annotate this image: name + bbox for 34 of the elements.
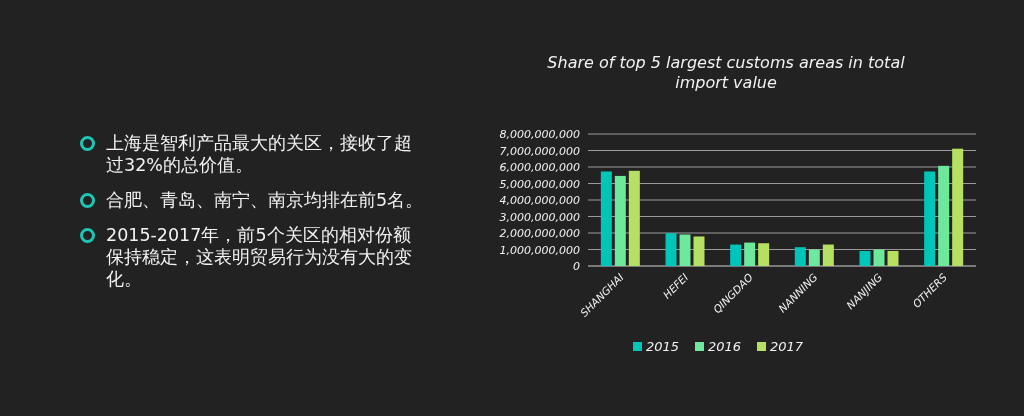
bar: [600, 171, 612, 266]
text: 上海是智利产品最大的关区，接收了超过32%的总价值。: [106, 133, 412, 175]
y-tick-label: 0: [573, 260, 580, 273]
bar: [859, 250, 871, 266]
y-tick-label: 2,000,000,000: [499, 227, 580, 240]
text: 2015-2017年，前5个关区的相对份额保持稳定，这表明贸易行为没有大的变化。: [106, 225, 412, 289]
y-tick-label: 5,000,000,000: [499, 177, 580, 191]
bar: [808, 249, 820, 266]
bar: [679, 234, 691, 266]
y-tick-label: 7,000,000,000: [499, 144, 580, 158]
bar: [665, 233, 677, 266]
legend-label: 2016: [708, 339, 742, 354]
y-tick-label: 4,000,000,000: [499, 194, 580, 207]
y-tick-label: 3,000,000,000: [499, 210, 580, 224]
bar: [794, 247, 806, 266]
bar: [730, 244, 742, 266]
bar: [822, 244, 834, 266]
bar: [924, 171, 936, 266]
legend-label: 2015: [646, 339, 680, 354]
legend-label: 2017: [770, 339, 804, 354]
y-tick-label: 1,000,000,000: [499, 243, 580, 257]
chart-title: Share of top 5 largest customs areas in total import value: [547, 53, 906, 92]
bar: [758, 243, 770, 266]
y-tick-label: 8,000,000,000: [499, 128, 580, 141]
bar: [628, 170, 640, 266]
bar: [693, 236, 705, 266]
bar: [873, 249, 885, 266]
bar: [887, 250, 899, 266]
bar: [938, 165, 950, 266]
bar: [952, 148, 964, 266]
y-tick-label: 6,000,000,000: [499, 161, 580, 174]
bar: [614, 175, 626, 266]
bar: [744, 242, 756, 266]
text: 合肥、青岛、南宁、南京均排在前5名。: [106, 190, 424, 210]
